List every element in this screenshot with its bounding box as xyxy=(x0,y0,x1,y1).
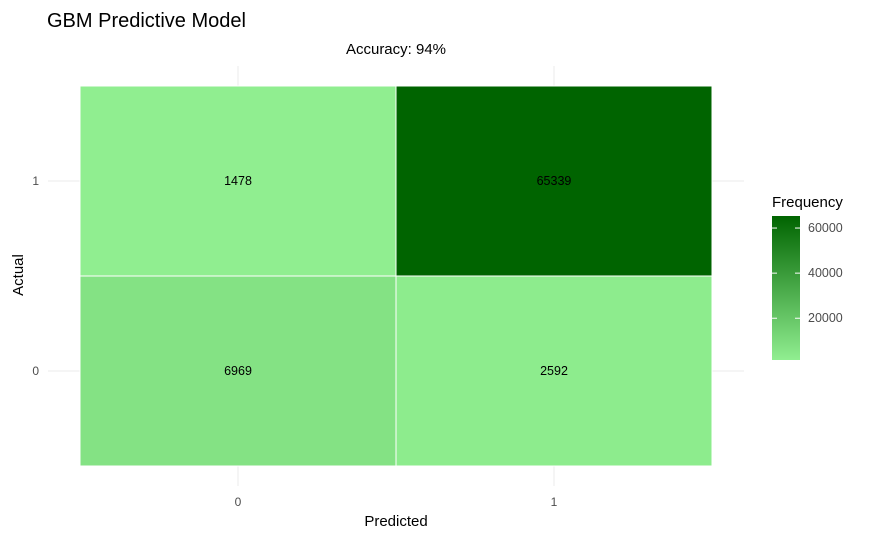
cell-value-label: 1478 xyxy=(224,174,252,188)
cell-value-label: 65339 xyxy=(537,174,572,188)
heatmap-cell xyxy=(79,85,397,277)
legend-tick-label: 60000 xyxy=(808,221,843,235)
y-axis-title: Actual xyxy=(10,254,27,296)
chart-title: GBM Predictive Model xyxy=(47,10,246,32)
legend-tick-label: 40000 xyxy=(808,266,843,280)
heatmap-cells: 1478 65339 6969 2592 xyxy=(79,85,713,467)
legend-title: Frequency xyxy=(772,194,843,211)
legend-color-bar xyxy=(772,216,800,360)
legend-tick-label: 20000 xyxy=(808,311,843,325)
legend-ticks: 20000 40000 60000 xyxy=(772,221,843,325)
x-tick-label: 1 xyxy=(551,495,558,509)
heatmap-cell xyxy=(395,275,713,467)
x-tick-label: 0 xyxy=(235,495,242,509)
chart-subtitle: Accuracy: 94% xyxy=(346,41,446,58)
cell-value-label: 6969 xyxy=(224,364,252,378)
x-axis-title: Predicted xyxy=(364,513,427,530)
legend: Frequency 20000 40000 60000 xyxy=(772,194,843,360)
y-tick-label: 0 xyxy=(32,364,39,378)
heatmap-cell xyxy=(79,275,397,467)
cell-value-label: 2592 xyxy=(540,364,568,378)
y-axis-ticks: 01 xyxy=(32,174,39,378)
y-tick-label: 1 xyxy=(32,174,39,188)
